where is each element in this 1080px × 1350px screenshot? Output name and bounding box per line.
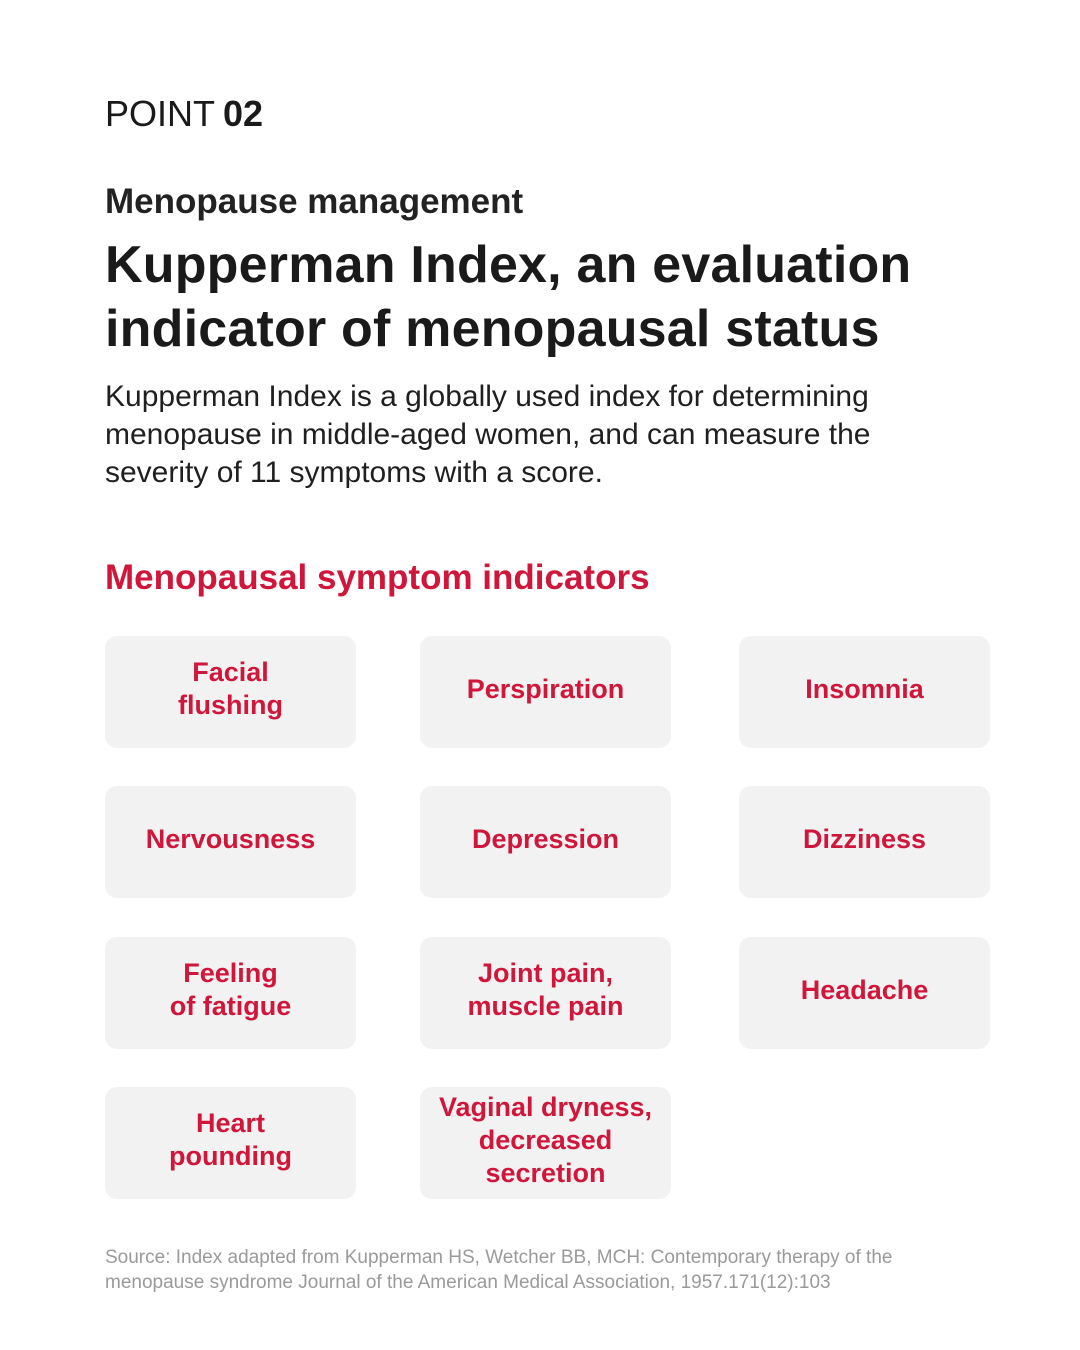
description: Kupperman Index is a globally used index… (105, 378, 1005, 492)
description-line: menopause in middle-aged women, and can … (105, 418, 871, 451)
point-word: POINT (105, 93, 216, 134)
symptom-label: flushing (178, 690, 283, 720)
source-line: Source: Index adapted from Kupperman HS,… (105, 1247, 893, 1268)
symptom-label: secretion (485, 1157, 606, 1188)
symptom-card: Depression (420, 786, 671, 898)
symptom-card: Feeling of fatigue (105, 937, 356, 1049)
symptom-label: Headache (800, 974, 929, 1005)
symptom-card: Nervousness (105, 786, 356, 898)
symptom-label: Vaginal dryness, (438, 1091, 653, 1122)
symptom-card: Heart pounding (105, 1087, 356, 1199)
symptom-card: Joint pain, muscle pain (420, 937, 671, 1049)
symptom-card: Perspiration (420, 636, 671, 748)
symptom-label: Insomnia (805, 673, 924, 704)
symptom-label: Dizziness (802, 823, 927, 854)
section-title: Menopausal symptom indicators (105, 558, 650, 597)
page-title-line: Kupperman Index, an evaluation (105, 236, 912, 294)
symptom-card: Facial flushing (105, 636, 356, 748)
point-label: POINT 02 (105, 92, 263, 136)
symptom-label: Depression (471, 823, 620, 854)
symptom-label: Heart (195, 1108, 266, 1138)
page-title: Kupperman Index, an evaluation indicator… (105, 233, 1005, 361)
symptom-label: Facial (192, 657, 269, 687)
symptom-card: Insomnia (739, 636, 990, 748)
symptom-label: Feeling (183, 958, 278, 988)
point-number: 02 (223, 93, 264, 134)
symptom-label: Perspiration (466, 673, 625, 704)
symptom-card: Dizziness (739, 786, 990, 898)
page-title-line: indicator of menopausal status (105, 300, 880, 358)
source-citation: Source: Index adapted from Kupperman HS,… (105, 1245, 1005, 1295)
symptom-label: of fatigue (169, 991, 292, 1021)
description-line: Kupperman Index is a globally used index… (105, 380, 869, 413)
symptom-label: decreased (478, 1124, 613, 1155)
symptom-card: Vaginal dryness, decreased secretion (420, 1087, 671, 1199)
symptom-label: pounding (169, 1141, 292, 1171)
symptom-label: muscle pain (467, 991, 624, 1021)
description-line: severity of 11 symptoms with a score. (105, 456, 603, 489)
subtitle: Menopause management (105, 182, 524, 221)
symptom-label: Nervousness (145, 823, 316, 854)
symptom-card: Headache (739, 937, 990, 1049)
source-line: menopause syndrome Journal of the Americ… (105, 1272, 831, 1293)
symptom-label: Joint pain, (478, 958, 613, 988)
